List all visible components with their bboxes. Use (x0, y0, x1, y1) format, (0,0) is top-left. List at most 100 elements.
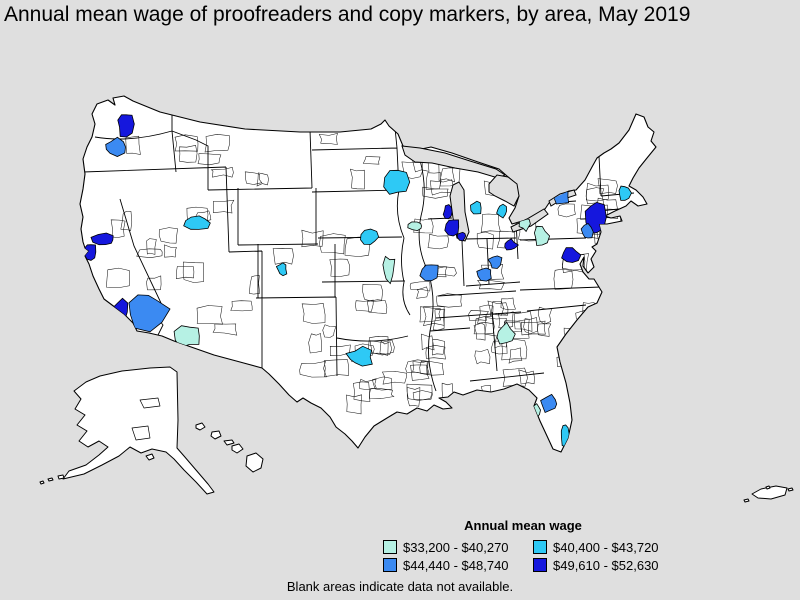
legend-label-1: $33,200 - $40,270 (403, 539, 509, 555)
county-boundary-cell (301, 302, 326, 324)
wage-area-chicago-il: Chicago, IL — $49,610 - $52,630 (444, 219, 460, 237)
county-boundary-cell (432, 339, 445, 356)
county-boundary-cell (427, 233, 449, 250)
wage-area-grand-rapids-mi: Grand Rapids, MI — $40,400 - $43,720 (470, 200, 482, 215)
wage-area-salt-lake-city-ut: Salt Lake City, UT — $40,400 - $43,720 (183, 215, 211, 230)
wage-area-harrisburg-pa: Harrisburg, PA — $33,200 - $40,270 (533, 225, 551, 246)
wage-area-st-louis-mo-il: St. Louis, MO-IL — $44,440 - $48,740 (419, 264, 439, 282)
legend-grid: $33,200 - $40,270 $40,400 - $43,720 $44,… (383, 540, 663, 572)
alaska-outline (62, 366, 215, 495)
county-boundary-cell (412, 361, 430, 375)
wage-area-washington-dc-va-md: Washington, DC-VA-MD — $49,610 - $52,630 (561, 247, 582, 263)
wage-area-chicago-area-nw-indiana: Chicago area (NW Indiana) — $49,610 - $5… (456, 231, 467, 242)
county-boundary-cell (513, 311, 533, 332)
county-boundary-cell (523, 317, 538, 334)
alaska-interior-borders (131, 397, 161, 441)
county-boundary-cell (586, 182, 610, 202)
wage-area-boston-ma: Boston, MA — $40,400 - $43,720 (618, 185, 632, 201)
wage-area-portland-or-wa: Portland, OR-WA — $44,440 - $48,740 (105, 136, 126, 157)
legend-bucket-4: $49,610 - $52,630 (533, 558, 663, 572)
wage-area-columbus-oh: Columbus, OH — $44,440 - $48,740 (487, 255, 503, 269)
wage-area-layer: Seattle-Tacoma, WA — $49,610 - $52,630 Sa… (83, 114, 632, 448)
county-boundary-cell (487, 300, 509, 316)
county-boundary-cell (318, 133, 338, 145)
wage-area-riverside-san-bernardino-ca: Riverside-San Bernardino, CA — $44,440 -… (128, 294, 171, 333)
county-boundary-cell (136, 248, 163, 258)
county-boundary-cell (352, 381, 371, 402)
county-boundary-cell (490, 301, 504, 317)
county-boundary-cell (146, 275, 162, 291)
wage-area-kansas-city-mo-ks: Kansas City, MO-KS — $33,200 - $40,270 (382, 255, 396, 285)
wage-area-sacramento-ca: Sacramento, CA — $49,610 - $52,630 (90, 232, 114, 246)
county-boundary-cell (369, 388, 395, 399)
county-boundary-cell (362, 156, 381, 165)
county-boundary-cell (110, 219, 126, 238)
county-boundary-cell (586, 325, 602, 338)
wage-area-denver-co: Denver, CO — $40,400 - $43,720 (275, 262, 288, 277)
county-boundary-cell (106, 267, 130, 288)
county-boundary-cell (244, 171, 263, 185)
county-boundary-cell (346, 394, 362, 415)
county-boundary-cell (473, 316, 495, 335)
aleutian-islands (39, 453, 155, 485)
puerto-rico-islets (743, 485, 794, 503)
legend-swatch-4 (533, 558, 547, 572)
hawaii-kauai (195, 422, 206, 431)
county-boundary-cell (272, 248, 294, 265)
hawaii-oahu (210, 430, 222, 440)
county-boundary-cell (176, 266, 195, 280)
county-boundary-cell (502, 367, 528, 387)
county-boundary-cell (473, 322, 486, 341)
county-boundary-cell (406, 383, 433, 401)
county-boundary-cell (552, 173, 578, 189)
wage-area-cleveland-oh: Cleveland, OH — $49,610 - $52,630 (504, 238, 520, 251)
hawaii-big-island (245, 452, 264, 473)
county-boundary-cell (480, 213, 501, 233)
legend-bucket-1: $33,200 - $40,270 (383, 540, 533, 554)
alaska-inset (39, 366, 215, 495)
county-boundary-cell (350, 168, 365, 190)
county-boundary-cell (425, 345, 446, 360)
state-borders (82, 108, 635, 392)
county-boundary-cell (597, 178, 618, 195)
county-boundary-cell (174, 134, 199, 152)
county-boundary-cell (197, 153, 222, 166)
county-boundary-cell (256, 172, 269, 187)
hawaii-molokai (223, 439, 235, 446)
hawaii-maui (231, 443, 244, 454)
county-boundary-cell (565, 355, 595, 369)
puerto-rico-inset (743, 485, 794, 503)
county-boundary-cell (322, 324, 337, 338)
county-boundary-cell (416, 286, 429, 299)
wage-area-orlando-fl: Orlando, FL — $44,440 - $48,740 (540, 393, 558, 414)
county-boundary-cell (212, 323, 238, 336)
wage-area-seattle-tacoma-wa: Seattle-Tacoma, WA — $49,610 - $52,630 (117, 114, 135, 138)
county-boundary-cell (425, 172, 442, 190)
county-boundary-cell (308, 333, 322, 354)
wage-area-omaha-ne-ia: Omaha, NE-IA — $40,400 - $43,720 (360, 228, 380, 245)
county-boundary-cell (366, 299, 388, 314)
county-boundary-cell (422, 186, 449, 199)
wage-area-phoenix-az: Phoenix, AZ — $33,200 - $40,270 (173, 325, 200, 348)
county-boundary-cell (436, 293, 463, 308)
wage-area-atlanta-ga: Atlanta, GA — $33,200 - $40,270 (496, 321, 516, 345)
county-boundary-cell (518, 369, 535, 385)
legend-bucket-3: $44,440 - $48,740 (383, 558, 533, 572)
county-boundary-cell (125, 135, 141, 155)
county-boundary-cell (410, 364, 430, 381)
puerto-rico-outline (751, 485, 788, 500)
county-boundary-cell (384, 418, 404, 429)
hawaii-inset (195, 422, 264, 473)
county-boundary-cell (355, 299, 374, 312)
county-boundary-cell (230, 300, 253, 312)
county-boundary-cell (572, 343, 589, 362)
county-boundary-cell (179, 144, 198, 163)
county-boundary-cell (521, 320, 546, 336)
county-boundary-cell (323, 359, 349, 378)
county-boundary-cell (164, 244, 177, 258)
county-boundary-cell (552, 166, 578, 185)
county-boundary-cell (329, 258, 350, 277)
county-boundary-cell (419, 360, 445, 376)
county-boundary-cell (299, 361, 327, 378)
